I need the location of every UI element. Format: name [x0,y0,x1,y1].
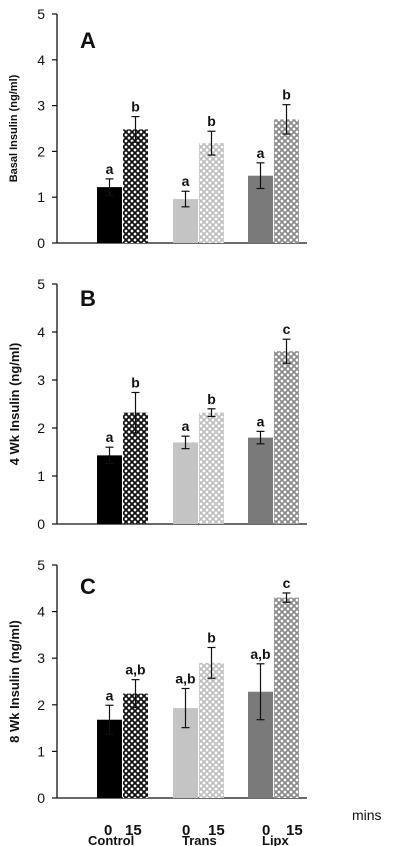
panel-letter: C [80,574,96,599]
bar-trans-15 [199,412,224,524]
x-group-label-lipx: Lipx [262,833,289,846]
y-tick-label: 2 [37,143,45,159]
significance-label: a,b [175,670,195,686]
y-tick-label: 3 [37,98,45,114]
bar-lipx-15 [274,597,299,798]
significance-label: b [131,374,140,390]
y-tick-label: 5 [37,276,45,292]
bar-control-15 [123,693,148,798]
y-tick-label: 1 [37,189,45,205]
bar-lipx-15 [274,119,299,243]
significance-label: b [207,629,216,645]
y-tick-label: 0 [37,235,45,251]
panel-letter: A [80,28,96,53]
significance-label: c [283,575,291,591]
panel-letter: B [80,286,96,311]
y-axis-label: Basal Insulin (ng/ml) [8,74,20,182]
x-axis-labels: 0 15 0 15 0 15 mins Control Trans Lipx [88,807,382,846]
bar-lipx-0 [248,437,273,524]
y-axis-label: 8 Wk Insulin (ng/ml) [7,620,22,743]
significance-label: a [257,145,265,161]
y-tick-label: 0 [37,516,45,532]
y-tick-label: 4 [37,52,45,68]
y-axis-label: 4 Wk Insulin (ng/ml) [7,343,22,466]
significance-label: a [106,687,114,703]
y-tick-label: 5 [37,557,45,573]
significance-label: b [207,391,216,407]
x-minute-label: 15 [208,822,225,839]
y-tick-label: 1 [37,468,45,484]
significance-label: a [182,418,190,434]
x-group-label-trans: Trans [182,833,217,846]
significance-label: c [283,321,291,337]
bar-control-0 [97,187,122,243]
x-minute-label: 0 [182,822,190,839]
bar-control-0 [97,455,122,524]
x-group-label-control: Control [88,833,134,846]
y-tick-label: 4 [37,604,45,620]
significance-label: a [106,161,114,177]
x-minute-label: 0 [262,822,270,839]
y-tick-label: 5 [37,6,45,22]
y-tick-label: 2 [37,697,45,713]
significance-label: a,b [125,662,145,678]
y-tick-label: 3 [37,372,45,388]
bar-trans-15 [199,662,224,798]
panel-a: 0 1 2 3 4 5 Basal Insulin (ng/ml) Aa a a b b b [8,6,307,251]
x-minute-label: 0 [104,822,112,839]
significance-label: b [207,113,216,129]
significance-label: a,b [250,646,270,662]
y-tick-label: 4 [37,324,45,340]
y-tick-label: 2 [37,420,45,436]
significance-label: a [182,173,190,189]
y-tick-label: 3 [37,650,45,666]
y-tick-label: 0 [37,790,45,806]
x-minute-label: 15 [286,822,303,839]
panel-b: 0 1 2 3 4 5 4 Wk Insulin (ng/ml) Ba a a b b c [7,276,307,532]
x-units-label: mins [352,807,382,823]
panel-c: 0 1 2 3 4 5 8 Wk Insulin (ng/ml) Ca a,b a,b a,b b c [7,557,307,806]
bar-control-15 [123,129,148,243]
y-tick-label: 1 [37,743,45,759]
bar-trans-15 [199,143,224,243]
significance-label: a [257,413,265,429]
significance-label: b [131,99,140,115]
significance-label: a [106,429,114,445]
significance-label: b [282,87,291,103]
bar-trans-0 [173,442,198,524]
bar-lipx-15 [274,351,299,524]
x-minute-label: 15 [125,822,142,839]
